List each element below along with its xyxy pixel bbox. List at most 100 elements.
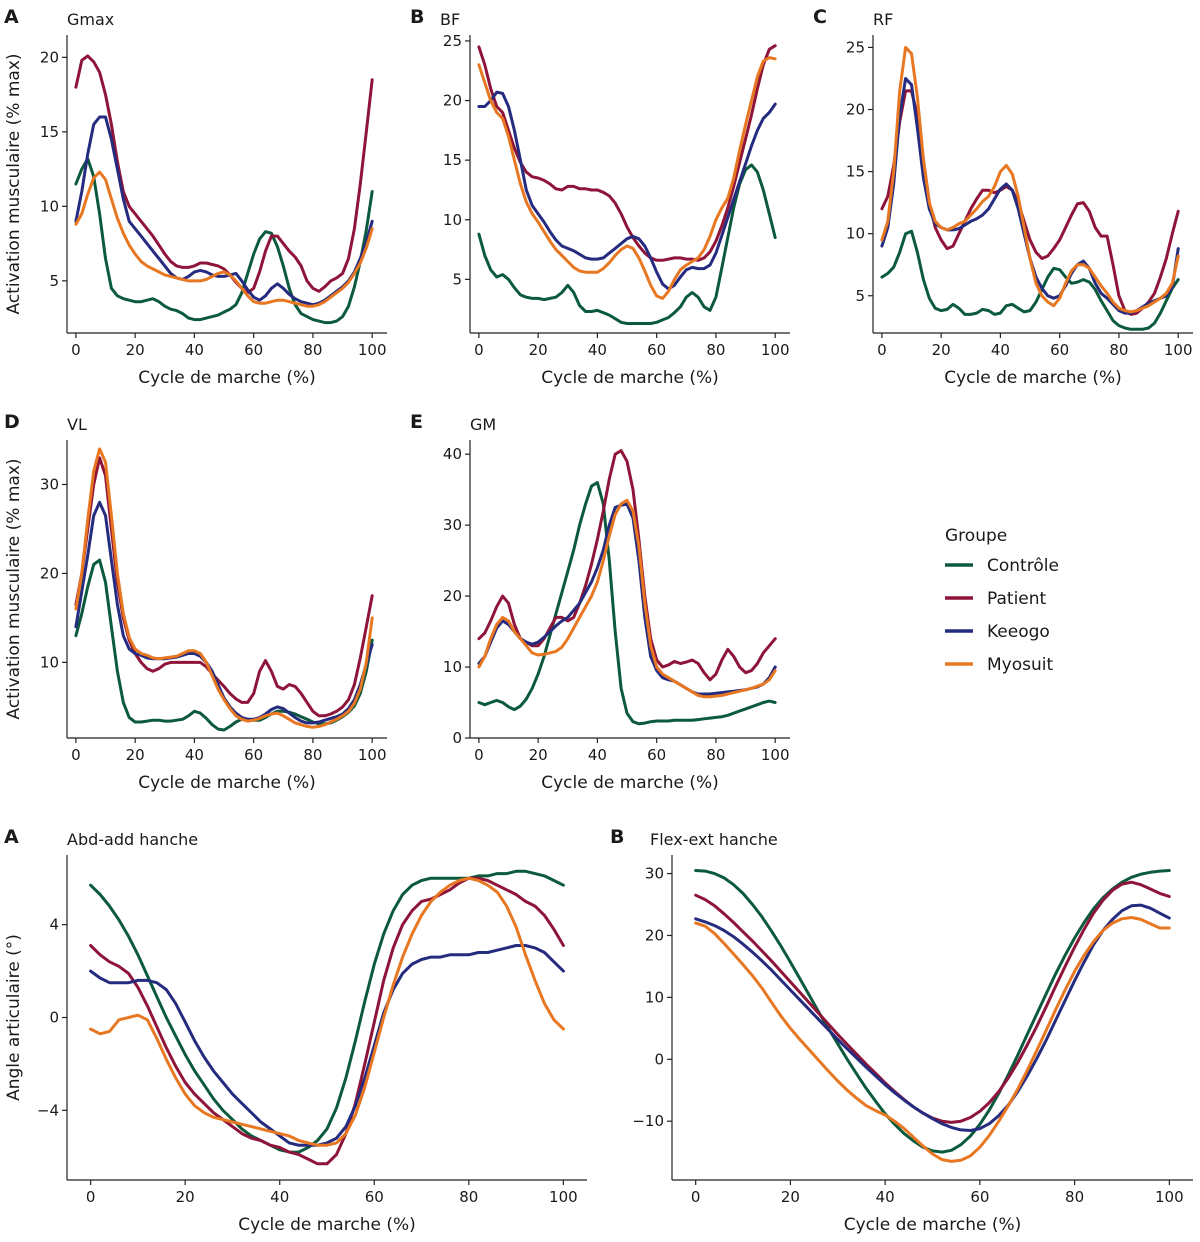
y-tick-label: 20 (645, 926, 664, 944)
panel-4-vl: 0 20 40 60 80 100 10 20 30 Cycle de marche (%) Act… (4, 411, 387, 793)
x-tick-label: 0 (877, 341, 887, 359)
x-tick-label: 40 (876, 1188, 895, 1206)
x-tick-label: 80 (706, 341, 725, 359)
x-tick-label: 20 (529, 746, 548, 764)
legend-label-keeogo: Keeogo (987, 622, 1050, 642)
y-tick-label: 25 (846, 38, 865, 56)
series-line-controle (74, 157, 374, 325)
series-line-myosuit (477, 498, 777, 699)
x-tick-label: 20 (126, 341, 145, 359)
y-tick-label: 30 (443, 516, 462, 534)
series-line-myosuit (477, 56, 777, 300)
x-tick-label: 0 (71, 746, 81, 764)
x-tick-label: 20 (529, 341, 548, 359)
x-tick-label: 100 (761, 341, 790, 359)
panel-title: GM (470, 415, 496, 434)
x-axis-label: Cycle de marche (%) (238, 1215, 416, 1235)
x-tick-label: 80 (459, 1188, 478, 1206)
series-line-keeogo (477, 502, 777, 696)
x-tick-label: 80 (1065, 1188, 1084, 1206)
panel-title: Flex-ext hanche (650, 830, 778, 849)
y-tick-label: 0 (654, 1050, 664, 1068)
y-tick-label: 0 (49, 1009, 59, 1027)
panel-letter: B (410, 6, 424, 28)
panel-title: RF (873, 10, 893, 29)
x-tick-label: 0 (86, 1188, 96, 1206)
series-line-patient (477, 44, 777, 262)
y-axis-label: Angle articulaire (°) (4, 934, 24, 1101)
y-tick-label: 10 (645, 988, 664, 1006)
x-axis-label: Cycle de marche (%) (541, 773, 719, 793)
series-line-controle (694, 869, 1171, 1154)
x-tick-label: 80 (1109, 341, 1128, 359)
series-line-myosuit (880, 45, 1180, 314)
series-line-keeogo (74, 115, 374, 307)
panel-2-bf: 0 20 40 60 80 100 5 10 15 20 25 Cycle de marche (%)… (410, 6, 790, 388)
y-tick-label: 25 (443, 32, 462, 50)
x-tick-label: 0 (474, 746, 484, 764)
legend-label-controle: Contrôle (987, 556, 1059, 576)
y-tick-label: 10 (40, 653, 59, 671)
panel-5-gm: 0 20 40 60 80 100 0 10 20 30 40 Cycle de marche (%)… (410, 411, 790, 793)
x-tick-label: 40 (588, 341, 607, 359)
x-tick-label: 100 (549, 1188, 578, 1206)
x-axis-label: Cycle de marche (%) (844, 1215, 1022, 1235)
series-line-myosuit (74, 170, 374, 308)
x-tick-label: 20 (176, 1188, 195, 1206)
panel-title: Gmax (67, 10, 114, 29)
y-tick-label: 0 (452, 729, 462, 747)
y-axis-label: Activation musculaire (% max) (4, 458, 24, 719)
x-tick-label: 80 (303, 746, 322, 764)
legend-title: Groupe (945, 526, 1007, 546)
x-tick-label: 100 (358, 746, 387, 764)
y-tick-label: 40 (443, 445, 462, 463)
series-line-keeogo (694, 903, 1171, 1132)
panel-1-gmax: 0 20 40 60 80 100 5 10 15 20 Cycle de marche (%) Ac… (4, 6, 387, 388)
x-tick-label: 80 (706, 746, 725, 764)
x-axis-label: Cycle de marche (%) (944, 368, 1122, 388)
y-tick-label: 15 (846, 163, 865, 181)
x-tick-label: 20 (781, 1188, 800, 1206)
x-tick-label: 60 (970, 1188, 989, 1206)
x-tick-label: 60 (647, 341, 666, 359)
x-tick-label: 40 (588, 746, 607, 764)
y-tick-label: 4 (49, 916, 59, 934)
series-line-patient (89, 876, 565, 1166)
x-axis-label: Cycle de marche (%) (138, 773, 316, 793)
y-tick-label: 20 (40, 48, 59, 66)
y-tick-label: 20 (443, 587, 462, 605)
x-tick-label: 20 (126, 746, 145, 764)
panel-letter: A (4, 826, 19, 848)
panel-letter: D (4, 411, 20, 433)
panel-title: VL (67, 415, 87, 434)
y-tick-label: 10 (443, 211, 462, 229)
panel-title: BF (440, 10, 460, 29)
panel-7-flex-ext-hanche: 0 20 40 60 80 100 −10 0 10 20 30 Cycle de marche (%… (610, 826, 1193, 1235)
y-tick-label: 30 (40, 475, 59, 493)
series-line-keeogo (477, 90, 777, 291)
x-tick-label: 0 (474, 341, 484, 359)
panel-letter: E (410, 411, 423, 433)
y-tick-label: 5 (452, 270, 462, 288)
panel-3-rf: 0 20 40 60 80 100 5 10 15 20 25 Cycle de marche (%)… (813, 6, 1193, 388)
x-tick-label: 40 (991, 341, 1010, 359)
x-tick-label: 60 (647, 746, 666, 764)
y-tick-label: 10 (40, 197, 59, 215)
y-tick-label: 30 (645, 865, 664, 883)
x-axis-label: Cycle de marche (%) (138, 368, 316, 388)
series-line-controle (477, 481, 777, 726)
x-axis-label: Cycle de marche (%) (541, 368, 719, 388)
y-tick-label: 15 (40, 123, 59, 141)
y-tick-label: 5 (855, 287, 865, 305)
panel-title: Abd-add hanche (67, 830, 198, 849)
series-line-patient (694, 880, 1171, 1124)
series-line-controle (89, 869, 565, 1154)
panel-letter: A (4, 6, 19, 28)
panel-letter: C (813, 6, 827, 28)
series-line-controle (880, 229, 1180, 331)
y-axis-label: Activation musculaire (% max) (4, 53, 24, 314)
x-tick-label: 60 (244, 341, 263, 359)
x-tick-label: 40 (185, 746, 204, 764)
series-line-myosuit (89, 876, 565, 1147)
